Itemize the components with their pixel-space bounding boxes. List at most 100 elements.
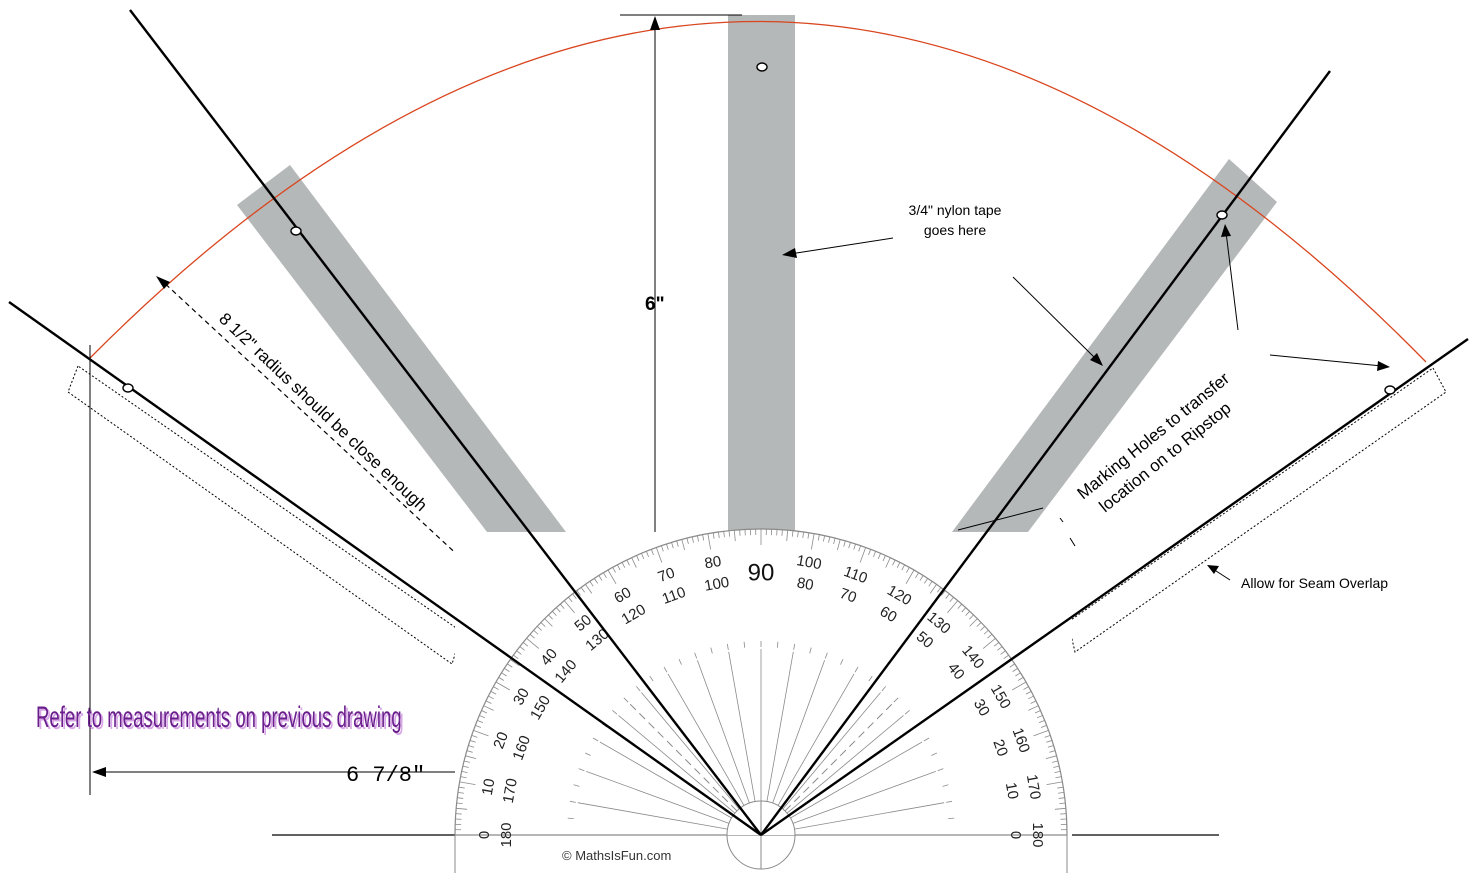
protractor-tick: [919, 575, 924, 581]
protractor-tick: [473, 729, 489, 737]
protractor-outer-label: 30: [510, 685, 533, 708]
protractor-tick: [529, 633, 535, 639]
protractor-tick: [519, 646, 525, 651]
protractor-tick: [853, 543, 856, 550]
protractor-inner-tick: [567, 817, 574, 820]
protractor-tick: [906, 567, 910, 573]
protractor-tick: [522, 642, 529, 647]
protractor-tick: [626, 559, 630, 566]
protractor-inner-tick: [946, 800, 953, 803]
protractor-inner-tick: [824, 652, 828, 659]
protractor-tick: [1059, 802, 1066, 805]
radius-arrowhead: [156, 276, 170, 289]
protractor-tick: [559, 603, 565, 609]
protractor-tick: [686, 537, 689, 545]
protractor-tick: [1055, 776, 1062, 779]
protractor-tick: [859, 547, 867, 563]
protractor-tick: [466, 750, 473, 753]
protractor-tick: [576, 590, 581, 596]
protractor-tick: [526, 638, 540, 649]
protractor-tick: [1009, 663, 1015, 668]
protractor-tick: [589, 581, 594, 587]
protractor-tick: [885, 557, 891, 568]
protractor-tick: [498, 677, 505, 681]
protractor-tick: [1054, 770, 1061, 774]
marking-hole: [1384, 385, 1396, 395]
protractor-inner-tick: [937, 768, 944, 772]
protractor-tick: [676, 540, 679, 547]
protractor-tick: [1046, 740, 1053, 743]
protractor-inner-tick: [694, 652, 698, 659]
protractor-tick: [1000, 650, 1006, 655]
protractor-inner-label: 170: [500, 777, 521, 805]
marking-holes: [122, 62, 1396, 395]
strip-leader-arrow: [1012, 276, 1098, 361]
protractor-tick: [1040, 724, 1047, 728]
seam-line-right: [760, 70, 1331, 836]
protractor-tick: [552, 610, 557, 616]
protractor-tick: [621, 562, 626, 568]
protractor-tick: [493, 686, 499, 690]
seam-line-far-right: [760, 338, 1469, 836]
protractor-ray: [667, 673, 745, 806]
protractor-tick: [481, 710, 488, 714]
marking-hole: [290, 226, 302, 236]
protractor-tick: [468, 745, 475, 748]
protractor-tick: [892, 559, 896, 566]
protractor-tick: [485, 700, 492, 704]
protractor-inner-label: 60: [877, 603, 900, 626]
protractor-tick: [655, 547, 663, 563]
protractor-tick: [607, 569, 617, 585]
marking-hole: [1216, 210, 1228, 220]
seam-allowance-right: [1067, 367, 1447, 653]
seam-line-far-left: [8, 301, 762, 836]
protractor-tick: [1017, 677, 1024, 681]
protractor-inner-tick: [868, 675, 873, 682]
protractor-ray: [794, 802, 945, 830]
protractor-inner-tick: [585, 752, 591, 756]
marking-hole: [122, 383, 134, 393]
protractor-tick: [976, 622, 982, 627]
protractor-ray: [782, 692, 881, 810]
protractor-tick: [457, 792, 464, 794]
protractor-ray: [777, 673, 855, 806]
protractor-tick: [459, 781, 476, 786]
protractor-center-label: 90: [748, 559, 775, 586]
protractor-tick: [969, 614, 974, 620]
protractor-inner-tick: [809, 647, 812, 654]
protractor-tick: [477, 719, 483, 723]
refer-note-group: Refer to measurements on previous drawin…: [36, 701, 404, 737]
protractor-tick: [718, 531, 720, 538]
protractor-tick: [997, 646, 1003, 651]
protractor-outer-label: 0: [476, 831, 493, 839]
protractor-tick: [504, 668, 510, 672]
protractor-inner-tick: [623, 697, 629, 703]
protractor-tick: [937, 587, 942, 593]
protractor-tick: [465, 755, 477, 760]
protractor-tick: [488, 695, 494, 700]
protractor-tick: [456, 807, 468, 810]
protractor-tick: [1039, 719, 1045, 723]
protractor-tick: [572, 593, 577, 599]
protractor-tick: [848, 542, 851, 549]
protractor-tick: [461, 770, 468, 774]
protractor-tick: [728, 530, 731, 537]
protractor-tick: [822, 535, 826, 542]
protractor-tick: [982, 638, 996, 649]
protractor-inner-tick: [854, 666, 859, 673]
protractor-tick: [941, 590, 946, 596]
protractor-tick: [947, 600, 958, 614]
protractor-ray: [728, 651, 756, 802]
protractor-tick: [702, 534, 705, 541]
protractor-tick: [924, 578, 928, 584]
tape-leader-arrow: [789, 237, 894, 255]
protractor-tick: [833, 537, 836, 545]
protractor-tick: [641, 553, 645, 560]
protractor-tick: [868, 549, 872, 556]
protractor-tick: [1028, 695, 1034, 700]
protractor-tick: [666, 543, 669, 550]
marking-hole: [756, 62, 768, 72]
protractor-tick: [1053, 765, 1060, 768]
protractor-tick: [1023, 686, 1029, 690]
